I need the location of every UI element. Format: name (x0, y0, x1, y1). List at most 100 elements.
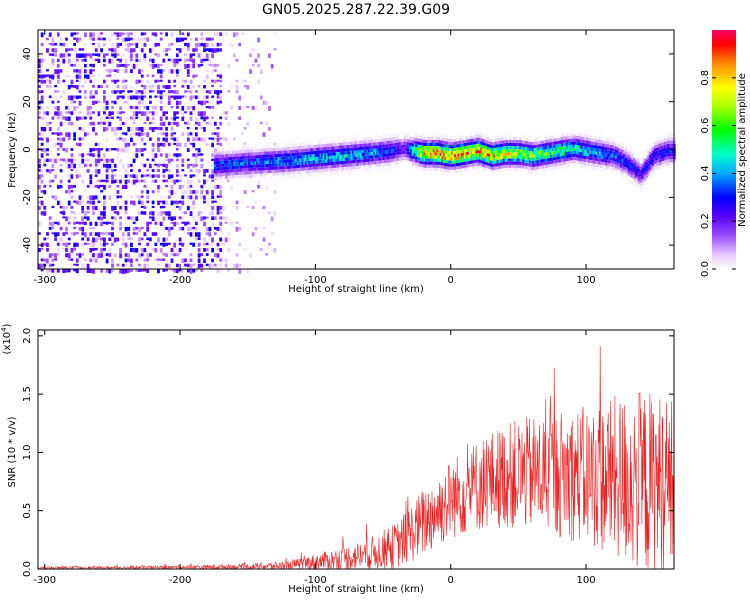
spectrogram-cell (637, 174, 640, 178)
spectrogram-cell (94, 258, 98, 263)
spectrogram-cell (603, 156, 606, 160)
spectrogram-cell (400, 151, 403, 155)
spectrogram-cell (415, 169, 418, 172)
spectrogram-cell (132, 216, 136, 221)
spectrogram-cell (602, 162, 605, 166)
spectrogram-cell (641, 169, 644, 173)
spectrogram-cell (647, 172, 650, 176)
spectrogram-cell (382, 157, 385, 160)
spectrogram-cell (540, 153, 543, 157)
spectrogram-cell (165, 153, 168, 158)
spectrogram-cell (100, 32, 103, 35)
spectrogram-cell (222, 154, 225, 158)
spectrogram-cell (488, 150, 491, 154)
spectrogram-cell (326, 165, 329, 169)
spectrogram-cell (195, 200, 198, 204)
spectrogram-cell (265, 121, 269, 126)
spectrogram-cell (278, 160, 282, 164)
spectrogram-cell (616, 150, 619, 154)
spectrogram-cell (621, 153, 624, 156)
spectrogram-cell (538, 144, 541, 148)
spectrogram-cell (447, 166, 450, 170)
spectrogram-cell (493, 154, 496, 158)
spectrogram-cell (598, 152, 601, 156)
spectrogram-cell (530, 157, 533, 161)
spectrogram-cell (43, 79, 47, 84)
spectrogram-cell (483, 170, 486, 174)
spectrogram-cell (178, 200, 182, 204)
spectrogram-cell (218, 157, 221, 161)
spectrogram-cell (597, 161, 600, 165)
spectrogram-cell (244, 168, 247, 172)
spectrogram-cell (92, 95, 95, 99)
spectrogram-cell (146, 74, 150, 77)
spectrogram-cell (113, 53, 117, 58)
spectrogram-cell (170, 95, 174, 98)
spectrogram-cell (89, 79, 93, 83)
spectrogram-cell (472, 154, 475, 158)
spectrogram-cell (103, 42, 106, 47)
spectrogram-cell (429, 161, 433, 165)
spectrogram-cell (413, 162, 416, 166)
spectrogram-cell (368, 168, 371, 171)
spectrogram-cell (428, 136, 431, 140)
spectrogram-cell (514, 139, 517, 143)
spectrogram-cell (105, 74, 109, 78)
spectrogram-cell (454, 169, 457, 173)
spectrogram-cell (119, 195, 122, 198)
spectrogram-cell (261, 173, 264, 177)
spectrogram-cell (127, 90, 131, 93)
spectrogram-cell (219, 137, 223, 140)
spectrogram-cell (300, 149, 303, 153)
spectrogram-cell (369, 167, 372, 171)
spectrogram-cell (116, 95, 120, 100)
spectrogram-cell (511, 149, 514, 153)
spectrogram-cell (434, 146, 437, 150)
spectrogram-cell (230, 184, 233, 190)
spectrogram-cell (259, 155, 262, 158)
spectrogram-cell (559, 162, 562, 166)
spectrogram-cell (192, 58, 196, 64)
spectrogram-cell (43, 237, 47, 241)
spectrogram-cell (295, 168, 298, 172)
spectrogram-cell (628, 172, 631, 176)
spectrogram-cell (108, 69, 112, 73)
spectrogram-cell (217, 173, 220, 177)
spectrogram-cell (600, 140, 603, 144)
spectrogram-cell (200, 211, 204, 214)
spectrogram-cell (249, 168, 252, 171)
spectrogram-cell (48, 74, 52, 79)
spectrogram-cell (326, 143, 329, 147)
spectrogram-cell (507, 171, 510, 174)
spectrogram-cell (143, 263, 147, 269)
spectrogram-cell (559, 159, 562, 163)
spectrogram-cell (670, 134, 673, 138)
spectrogram-cell (92, 111, 95, 114)
spectrogram-cell (89, 179, 93, 185)
spectrogram-cell (78, 37, 82, 41)
spectrogram-cell (56, 142, 60, 145)
spectrogram-cell (371, 142, 374, 146)
spectrogram-cell (257, 79, 260, 84)
spectrogram-cell (319, 166, 322, 170)
spectrogram-cell (186, 74, 190, 77)
spectrogram-cell (309, 157, 312, 161)
spectrogram-cell (460, 140, 463, 144)
spectrogram-cell (257, 179, 260, 184)
spectrogram-cell (543, 152, 546, 156)
spectrogram-cell (442, 156, 446, 160)
spectrogram-cell (94, 48, 98, 53)
spectrogram-cell (642, 186, 645, 189)
spectrogram-cell (528, 138, 532, 142)
spectrogram-cell (40, 190, 44, 193)
spectrogram-cell (390, 140, 394, 144)
spectrogram-cell (382, 166, 385, 170)
spectrogram-cell (46, 242, 49, 247)
spectrogram-cell (663, 141, 666, 145)
spectrogram-cell (301, 161, 304, 165)
spectrogram-cell (426, 155, 429, 159)
spectrogram-cell (48, 121, 52, 125)
spectrogram-cell (597, 136, 600, 140)
spectrogram-cell (584, 140, 587, 144)
spectrogram-cell (332, 155, 335, 159)
